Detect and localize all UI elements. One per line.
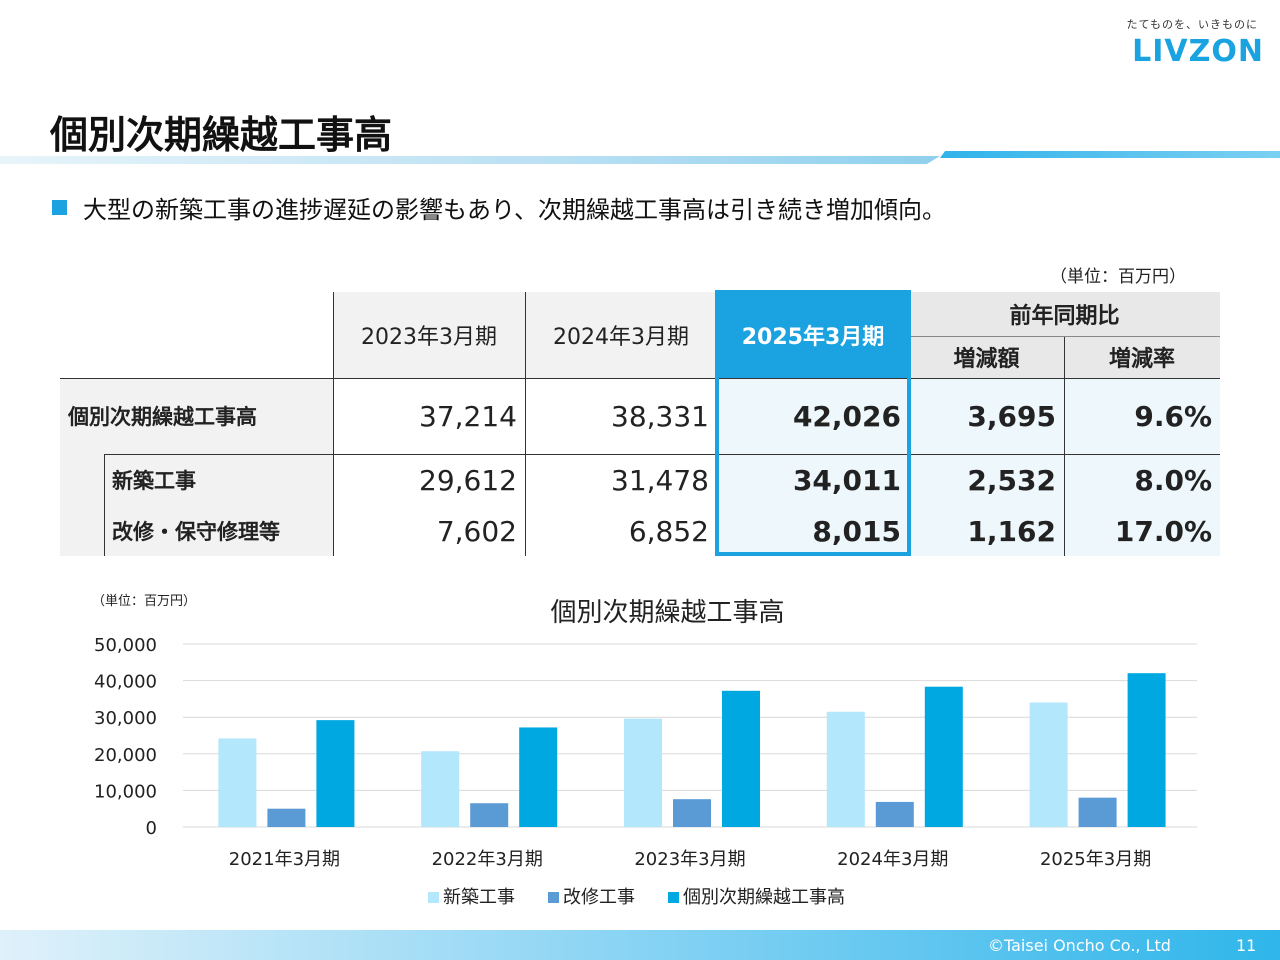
summary-text: 大型の新築工事の進捗遅延の影響もあり、次期繰越工事高は引き続き増加傾向。 [83, 196, 947, 224]
row-renov-diff: 1,162 [909, 506, 1064, 556]
row-new-diff: 2,532 [909, 454, 1064, 506]
y-tick-label: 10,000 [94, 781, 157, 802]
title-underline-left [0, 156, 940, 164]
title-underline-right [940, 151, 1280, 158]
y-tick-label: 20,000 [94, 745, 157, 766]
footer-bar [0, 930, 1280, 960]
bar [470, 803, 509, 827]
chart-unit: （単位：百万円） [92, 594, 197, 609]
legend-label: 新築工事 [443, 887, 515, 908]
row-new-2023: 29,612 [419, 463, 517, 497]
table-divider [60, 378, 1220, 379]
row-total-rate: 9.6% [1064, 378, 1220, 454]
bar [1078, 797, 1117, 827]
row-renov-2024: 6,852 [628, 514, 709, 548]
row-renov-2023: 7,602 [436, 514, 517, 548]
row-new-2024: 31,478 [611, 463, 709, 497]
summary-bullet: 大型の新築工事の進捗遅延の影響もあり、次期繰越工事高は引き続き増加傾向。 [52, 190, 946, 225]
bar [267, 808, 306, 827]
row-total-diff: 3,695 [909, 378, 1064, 454]
table-unit: （単位：百万円） [1050, 267, 1186, 287]
row-total-2025: 42,026 [717, 378, 909, 454]
table-divider [525, 292, 526, 556]
x-tick-label: 2024年3月期 [837, 849, 948, 870]
y-tick-label: 50,000 [94, 635, 157, 656]
bar [673, 799, 711, 827]
row-renov-2025: 8,015 [717, 506, 909, 556]
header-2025: 2025年3月期 [717, 292, 909, 378]
header-diff: 増減額 [909, 336, 1064, 378]
footer-copyright: ©Taisei Oncho Co., Ltd [988, 936, 1171, 955]
bar [1127, 673, 1166, 827]
table-divider [333, 292, 334, 556]
highlight-column-2025 [715, 290, 911, 556]
header-2024: 2024年3月期 [525, 292, 717, 378]
legend-label: 個別次期繰越工事高 [683, 887, 845, 908]
row-renov-label: 改修・保守修理等 [104, 506, 333, 556]
legend-swatch [548, 892, 559, 903]
y-tick-label: 40,000 [94, 672, 157, 693]
bar [875, 801, 914, 827]
bar [722, 690, 760, 827]
x-tick-label: 2021年3月期 [229, 849, 340, 870]
bullet-square-icon [52, 200, 67, 215]
row-total-2023: 37,214 [419, 399, 517, 433]
table-divider [104, 454, 105, 556]
row-new-label: 新築工事 [104, 454, 333, 506]
row-new-rate: 8.0% [1064, 454, 1220, 506]
legend-label: 改修工事 [563, 887, 635, 908]
bar [421, 751, 460, 827]
header-2023: 2023年3月期 [333, 292, 525, 378]
row-renov-rate: 17.0% [1064, 506, 1220, 556]
bar [924, 686, 963, 827]
legend-swatch [668, 892, 679, 903]
x-tick-label: 2023年3月期 [634, 849, 745, 870]
page-title: 個別次期繰越工事高 [50, 113, 393, 157]
row-total-2024: 38,331 [611, 399, 709, 433]
y-tick-label: 0 [146, 818, 157, 839]
backlog-table: 2023年3月期 2024年3月期 2025年3月期 前年同期比 増減額 増減率… [60, 290, 1220, 556]
chart-title: 個別次期繰越工事高 [550, 598, 785, 628]
bar [1029, 702, 1068, 827]
logo-tagline: たてものを、いきものに [1126, 18, 1258, 31]
table-divider [104, 454, 1220, 455]
bar [218, 738, 257, 827]
bar [624, 718, 662, 827]
table-divider [909, 336, 1220, 337]
legend-swatch [428, 892, 439, 903]
header-yoy: 前年同期比 [909, 292, 1220, 336]
row-new-2025: 34,011 [717, 454, 909, 506]
indent-cell [60, 454, 104, 556]
logo: LIVZON [1132, 34, 1264, 69]
header-rate: 増減率 [1064, 336, 1220, 378]
bar [519, 727, 558, 827]
y-tick-label: 30,000 [94, 708, 157, 729]
table-divider [1064, 336, 1065, 556]
x-tick-label: 2025年3月期 [1040, 849, 1151, 870]
bar [316, 720, 355, 827]
backlog-chart: 0 10,000 20,000 30,000 40,000 50,000 2021年3月期 2… [94, 635, 1197, 908]
bar [826, 711, 865, 827]
page-number: 11 [1236, 936, 1257, 955]
row-total-label: 個別次期繰越工事高 [60, 378, 333, 454]
x-tick-label: 2022年3月期 [432, 849, 543, 870]
